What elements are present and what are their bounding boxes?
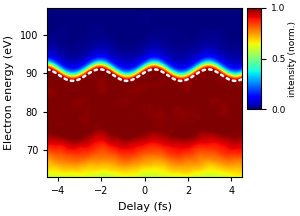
X-axis label: Delay (fs): Delay (fs) — [118, 202, 172, 212]
Y-axis label: Electron energy (eV): Electron energy (eV) — [4, 35, 14, 150]
Y-axis label: intensity (norm.): intensity (norm.) — [288, 21, 297, 97]
